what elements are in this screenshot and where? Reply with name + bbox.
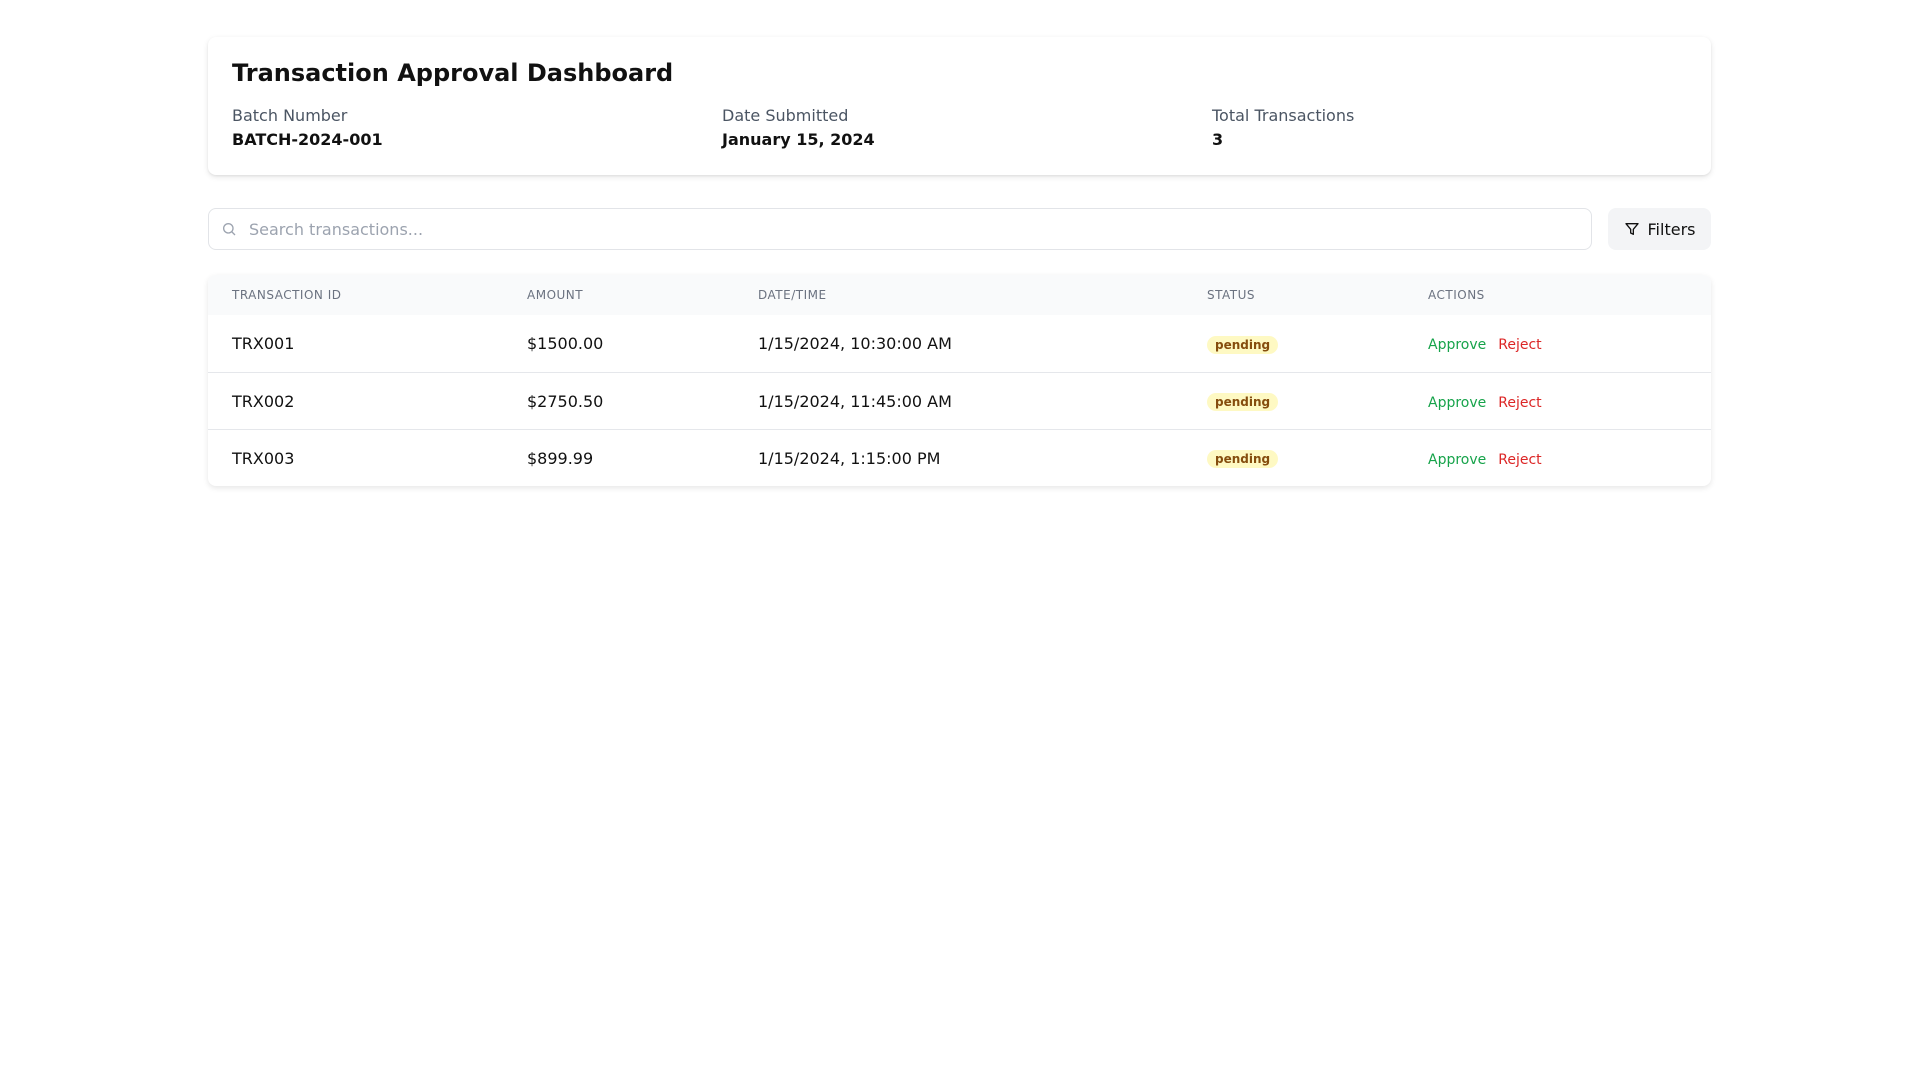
field-label: Batch Number [232,106,348,125]
total-transactions-field: Total Transactions 3 [1212,105,1687,151]
transaction-id: TRX003 [232,448,295,468]
row-actions: Approve Reject [1428,334,1711,353]
reject-button[interactable]: Reject [1498,337,1542,353]
field-value: 3 [1212,130,1224,149]
approve-button[interactable]: Approve [1428,451,1487,468]
datetime: 1/15/2024, 1:15:00 PM [758,448,941,468]
column-header-status: Status [1207,288,1256,302]
transactions-table: Transaction ID Amount Date/Time Status A… [208,275,1711,486]
row-actions: Approve Reject [1428,392,1711,411]
field-value: January 15, 2024 [722,130,875,149]
amount: $1500.00 [527,334,604,353]
filters-label: Filters [1647,219,1696,239]
column-header-datetime: Date/Time [758,288,827,302]
column-header-actions: Actions [1428,288,1485,302]
field-label: Total Transactions [1212,106,1355,125]
dashboard: Transaction Approval Dashboard Batch Num… [208,37,1711,486]
datetime: 1/15/2024, 10:30:00 AM [758,334,952,353]
table-row: TRX001 $1500.00 1/15/2024, 10:30:00 AM p… [208,315,1711,372]
search-input[interactable] [209,209,1591,249]
datetime: 1/15/2024, 11:45:00 AM [758,391,952,411]
status-badge: pending [1207,335,1279,354]
reject-button[interactable]: Reject [1498,394,1542,411]
search-box [208,208,1592,250]
amount: $2750.50 [527,391,604,411]
transaction-id: TRX002 [232,391,295,411]
transaction-id: TRX001 [232,334,295,353]
field-value: BATCH-2024-001 [232,130,383,149]
column-header-transaction-id: Transaction ID [232,288,342,302]
amount: $899.99 [527,448,594,468]
approve-button[interactable]: Approve [1428,337,1487,353]
table-body: TRX001 $1500.00 1/15/2024, 10:30:00 AM p… [208,315,1711,486]
reject-button[interactable]: Reject [1498,451,1542,468]
row-actions: Approve Reject [1428,449,1711,468]
status-badge: pending [1207,450,1279,468]
table-row: TRX002 $2750.50 1/15/2024, 11:45:00 AM p… [208,372,1711,429]
search-icon [223,223,236,236]
field-label: Date Submitted [722,106,849,125]
date-submitted-field: Date Submitted January 15, 2024 [722,105,1212,151]
toolbar: Filters [208,208,1711,250]
column-header-amount: Amount [527,288,584,302]
batch-meta: Batch Number BATCH-2024-001 Date Submitt… [232,105,1687,151]
filters-button[interactable]: Filters [1608,208,1711,250]
filter-icon [1624,223,1639,235]
table-header: Transaction ID Amount Date/Time Status A… [208,275,1711,315]
page-title: Transaction Approval Dashboard [232,59,674,87]
approve-button[interactable]: Approve [1428,394,1487,411]
batch-number-field: Batch Number BATCH-2024-001 [232,105,722,151]
batch-summary-card: Transaction Approval Dashboard Batch Num… [208,37,1711,175]
table-row: TRX003 $899.99 1/15/2024, 1:15:00 PM pen… [208,429,1711,486]
status-badge: pending [1207,393,1279,411]
